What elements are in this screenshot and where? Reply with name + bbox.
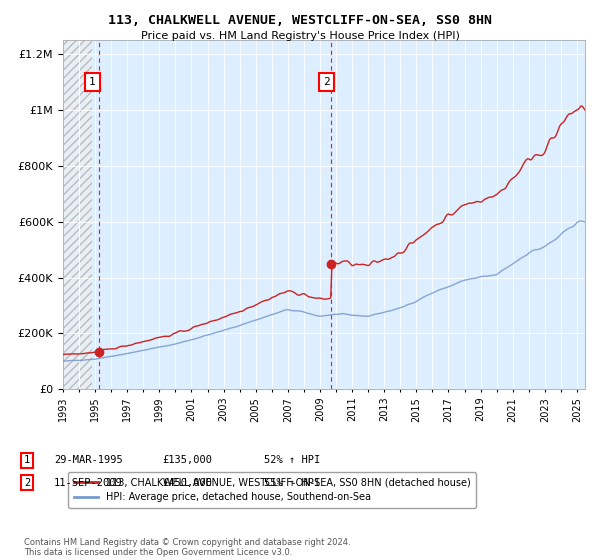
- Text: 29-MAR-1995: 29-MAR-1995: [54, 455, 123, 465]
- Text: 52% ↑ HPI: 52% ↑ HPI: [264, 455, 320, 465]
- Text: 2: 2: [323, 77, 330, 87]
- Text: 1: 1: [89, 77, 96, 87]
- Text: 113, CHALKWELL AVENUE, WESTCLIFF-ON-SEA, SS0 8HN: 113, CHALKWELL AVENUE, WESTCLIFF-ON-SEA,…: [108, 14, 492, 27]
- Text: £135,000: £135,000: [162, 455, 212, 465]
- Bar: [63, 40, 92, 389]
- Text: Price paid vs. HM Land Registry's House Price Index (HPI): Price paid vs. HM Land Registry's House …: [140, 31, 460, 41]
- Text: £450,000: £450,000: [162, 478, 212, 488]
- Text: Contains HM Land Registry data © Crown copyright and database right 2024.
This d: Contains HM Land Registry data © Crown c…: [24, 538, 350, 557]
- Text: 55% ↑ HPI: 55% ↑ HPI: [264, 478, 320, 488]
- Text: 11-SEP-2009: 11-SEP-2009: [54, 478, 123, 488]
- Text: 1: 1: [24, 455, 30, 465]
- Text: 2: 2: [24, 478, 30, 488]
- Legend: 113, CHALKWELL AVENUE, WESTCLIFF-ON-SEA, SS0 8HN (detached house), HPI: Average : 113, CHALKWELL AVENUE, WESTCLIFF-ON-SEA,…: [68, 472, 476, 508]
